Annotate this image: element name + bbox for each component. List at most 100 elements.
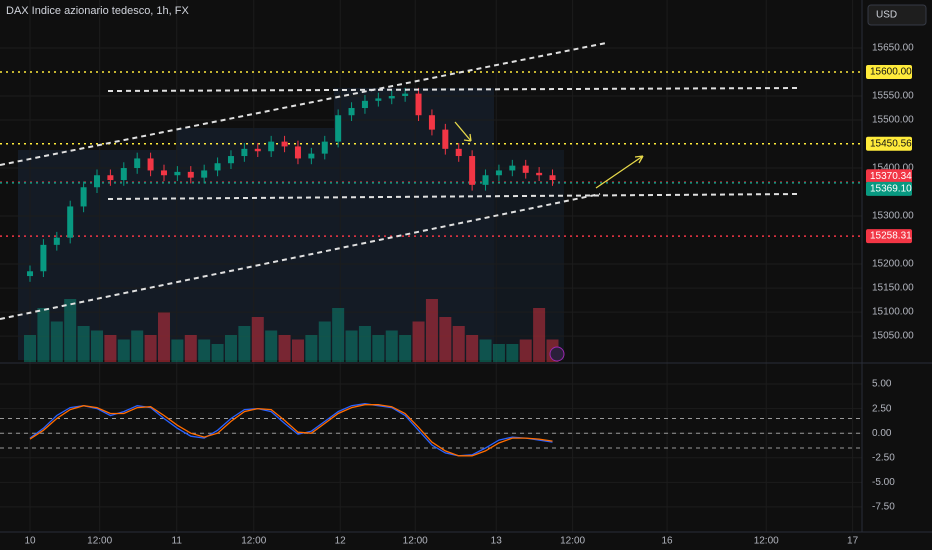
volume-bar: [37, 308, 50, 362]
x-tick-label: 12: [335, 536, 347, 547]
volume-bar: [385, 330, 398, 362]
volume-bar: [492, 344, 505, 362]
volume-bar: [452, 326, 465, 362]
x-tick-label: 13: [491, 536, 503, 547]
candle-body: [174, 171, 181, 176]
chart-title: DAX Indice azionario tedesco, 1h, FX: [6, 5, 189, 17]
candle-body: [201, 170, 208, 178]
candle-body: [375, 98, 382, 101]
y-tick-label: 15400.00: [872, 163, 914, 174]
candle-body: [402, 93, 409, 97]
price-tag: [866, 229, 912, 244]
volume-bar: [238, 326, 251, 362]
y-tick-label: -5.00: [872, 477, 895, 488]
volume-bar: [157, 312, 170, 362]
price-tag: [866, 181, 912, 196]
candle-body: [80, 187, 87, 207]
trendlines: [0, 42, 799, 320]
candle-body: [254, 148, 261, 152]
candle-body: [455, 148, 462, 157]
candle-body: [120, 168, 127, 181]
candle-body: [469, 156, 476, 185]
volume-bar: [104, 335, 117, 362]
price-tag: [866, 169, 912, 184]
candle-body: [522, 165, 529, 173]
price-tag: [866, 136, 912, 151]
volume-bar: [50, 321, 63, 362]
y-tick-label: -7.50: [872, 502, 895, 513]
candle-body: [348, 108, 355, 116]
price-tag-label: 15370.34: [870, 171, 912, 182]
candle-body: [107, 175, 114, 181]
y-tick-label: 15650.00: [872, 43, 914, 54]
y-tick-label: 15150.00: [872, 283, 914, 294]
x-tick-label: 12:00: [403, 536, 428, 547]
arrow: [595, 155, 644, 189]
candle-body: [147, 158, 154, 171]
candle-body: [428, 115, 435, 130]
profile-zone: [494, 150, 564, 360]
x-tick-label: 11: [172, 536, 183, 547]
volume-bar: [332, 308, 345, 362]
y-tick-label: 0.00: [872, 428, 892, 439]
candle-body: [187, 171, 194, 178]
event-icon[interactable]: [549, 346, 565, 362]
y-tick-label: 5.00: [872, 379, 892, 390]
candle-body: [53, 237, 60, 245]
y-tick-label: 2.50: [872, 403, 892, 414]
osc-line: [29, 404, 553, 457]
candle-body: [241, 148, 248, 157]
x-tick-label: 12:00: [560, 536, 585, 547]
price-tag: [866, 65, 912, 80]
x-tick-label: 16: [662, 536, 674, 547]
candle-body: [536, 172, 543, 176]
candle-body: [495, 170, 502, 176]
candle-body: [442, 129, 449, 149]
candle-body: [134, 158, 141, 169]
volume-bar: [198, 339, 211, 362]
candle-body: [27, 271, 34, 277]
volume-bar: [519, 339, 532, 362]
trendline: [0, 193, 601, 320]
candle-body: [388, 96, 395, 99]
volume-bar: [466, 335, 479, 362]
y-tick-label: 15300.00: [872, 211, 914, 222]
candle-body: [93, 175, 100, 188]
volume-bar: [131, 330, 144, 362]
trendline: [0, 42, 607, 166]
candle-body: [509, 165, 516, 171]
currency-label[interactable]: USD: [876, 10, 897, 21]
arrows: [454, 121, 644, 189]
y-tick-label: 15550.00: [872, 91, 914, 102]
volume-bar: [345, 330, 358, 362]
y-tick-label: 15050.00: [872, 331, 914, 342]
x-tick-label: 12:00: [87, 536, 112, 547]
candle-body: [160, 170, 167, 176]
volume-bar: [318, 321, 331, 362]
volume-bar: [90, 330, 103, 362]
profile-zone: [176, 128, 334, 360]
volume-bar: [305, 335, 318, 362]
volume-bar: [439, 317, 452, 362]
volume-bar: [24, 335, 37, 362]
candle-body: [321, 141, 328, 154]
candle-body: [214, 163, 221, 171]
volume-bar: [184, 335, 197, 362]
volume-bar: [64, 299, 77, 362]
candle-body: [40, 244, 47, 272]
x-tick-label: 10: [24, 536, 36, 547]
currency-button[interactable]: [867, 4, 927, 26]
arrow: [454, 121, 472, 142]
y-tick-label: 15200.00: [872, 259, 914, 270]
volume-bar: [479, 339, 492, 362]
volume-bar: [117, 339, 130, 362]
trendline: [107, 193, 799, 200]
trendline: [107, 87, 799, 92]
price-tag-label: 15258.31: [870, 231, 912, 242]
volume-bar: [399, 335, 412, 362]
volume-bar: [171, 339, 184, 362]
candle-body: [415, 93, 422, 116]
volume-bar: [224, 335, 237, 362]
